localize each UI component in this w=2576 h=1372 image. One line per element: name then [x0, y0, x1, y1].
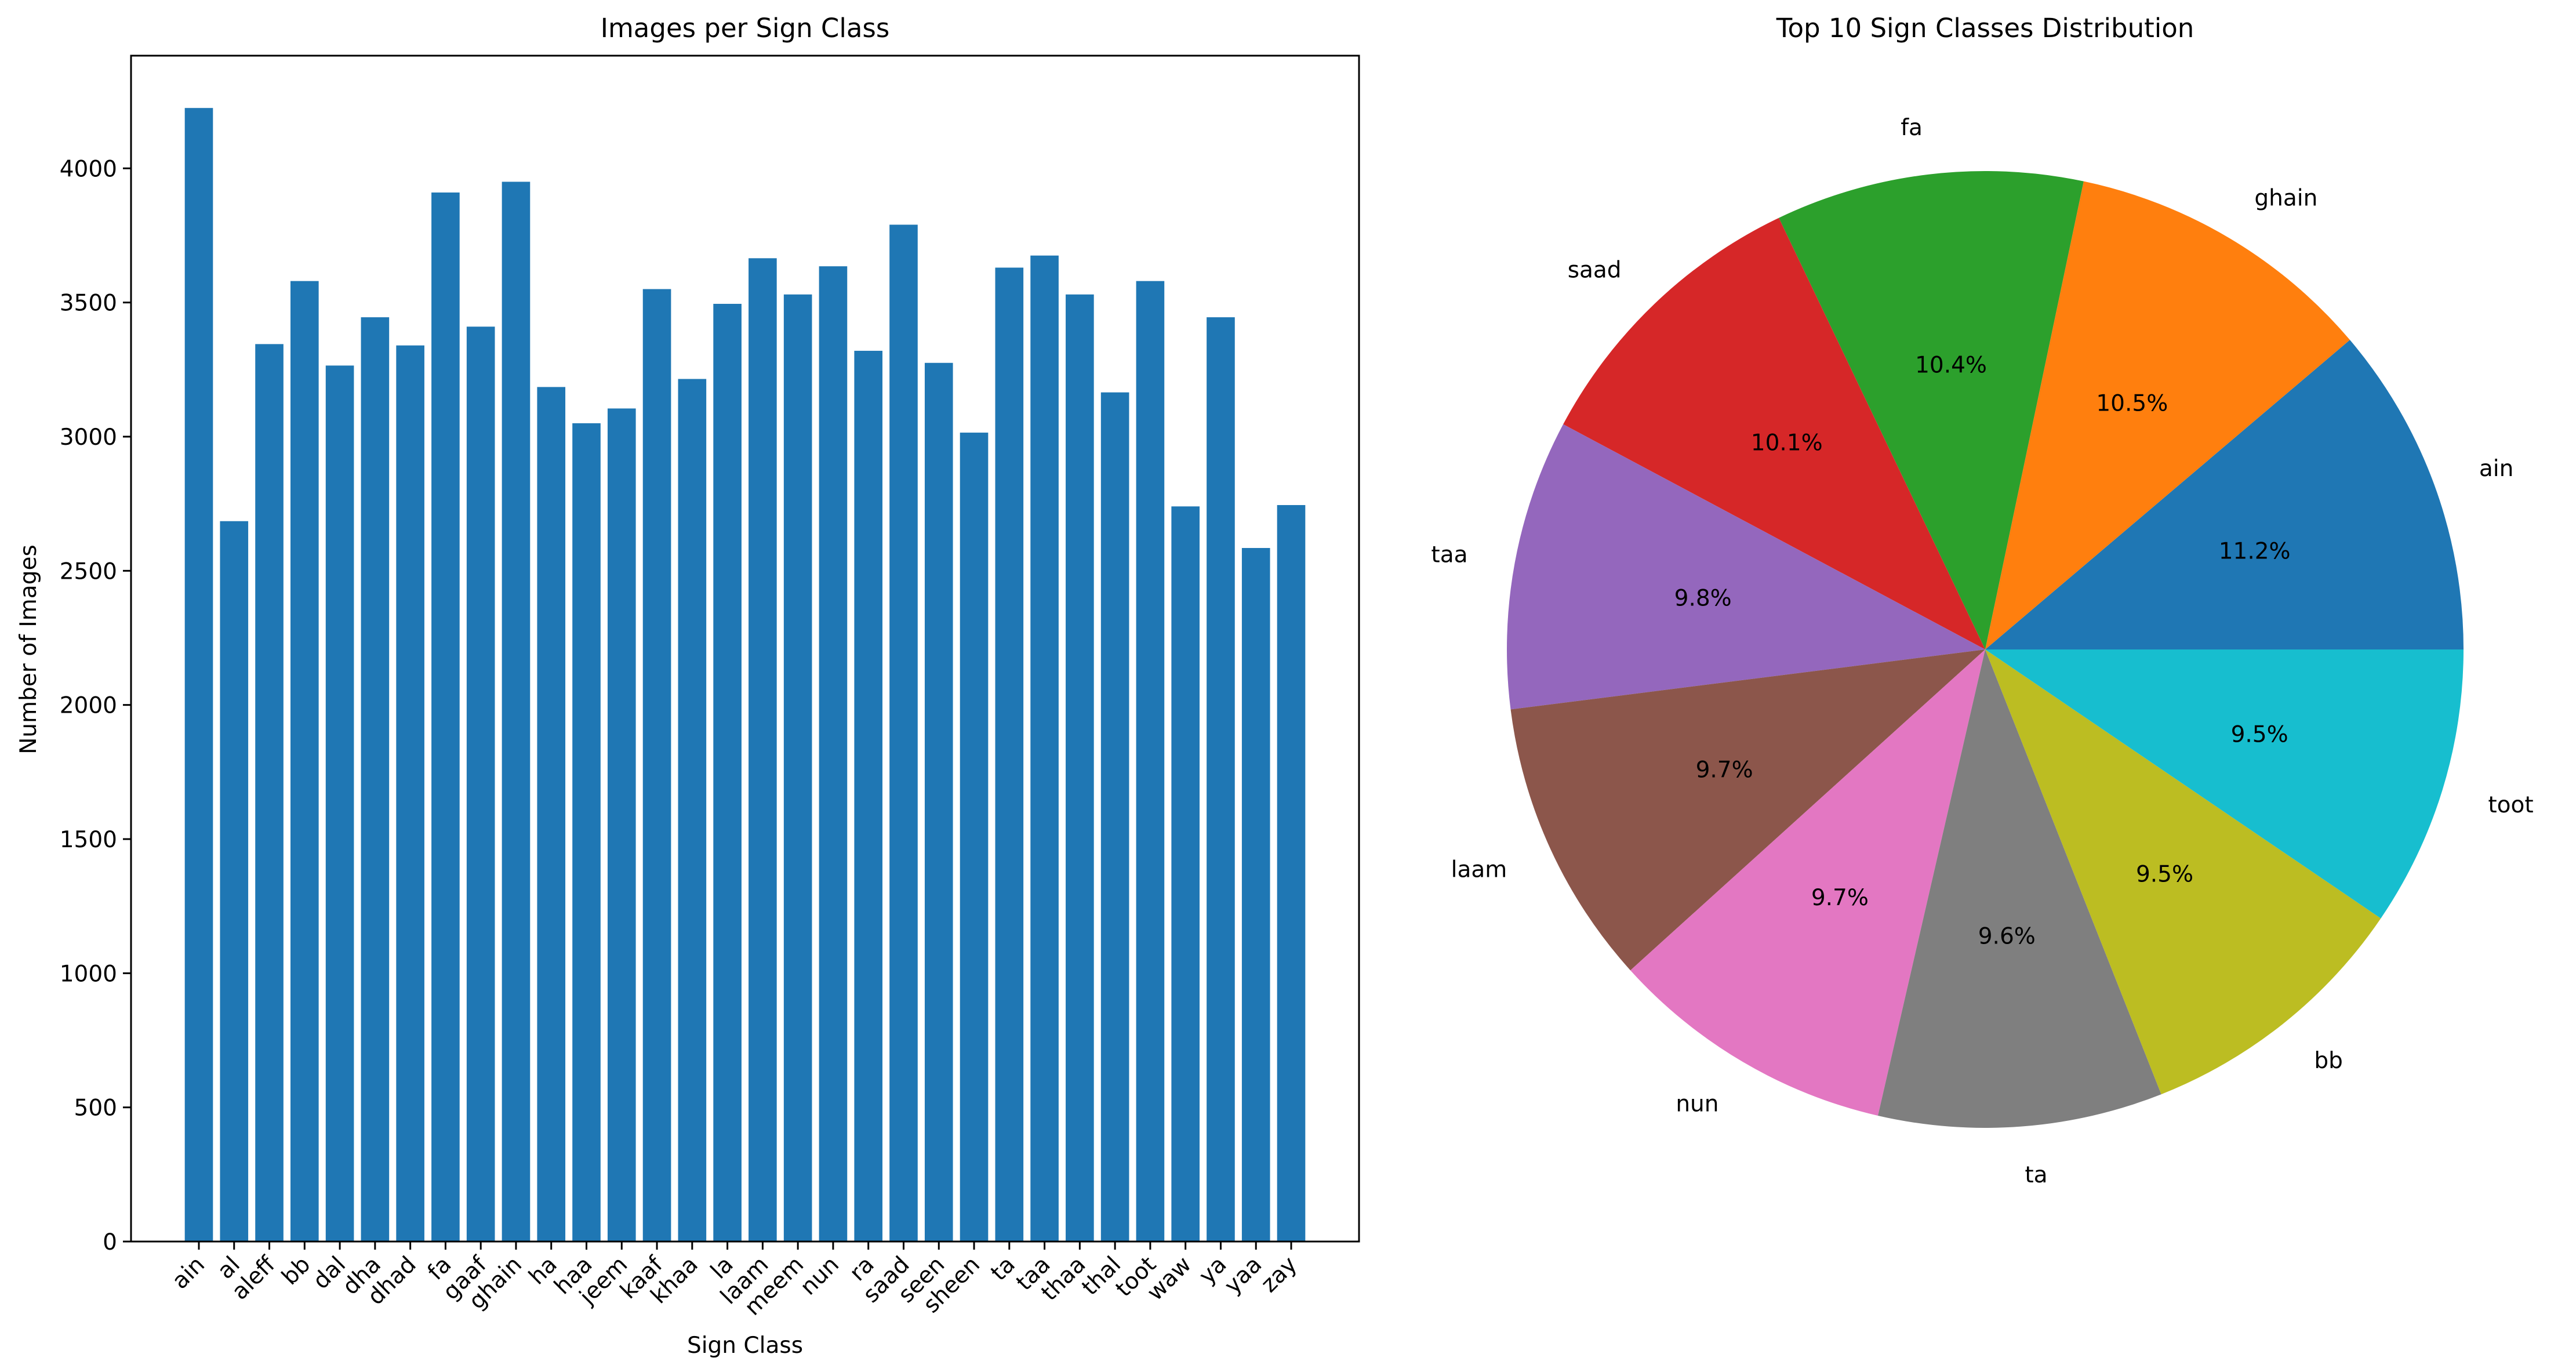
pie-percent-label: 9.6% — [1978, 924, 2036, 950]
pie-category-label: taa — [1431, 542, 1467, 568]
bar-y-tick-label: 1000 — [60, 961, 117, 987]
bar-y-axis-label: Number of Images — [16, 545, 42, 754]
pie-slice-ta — [1877, 649, 2161, 1128]
pie-category-label: ain — [2479, 456, 2513, 482]
bar-series — [184, 108, 1306, 1242]
bar-aleff — [255, 344, 284, 1242]
pie-category-label: bb — [2314, 1048, 2343, 1074]
bar-y-tick-label: 4000 — [60, 156, 117, 182]
pie-percent-label: 9.8% — [1674, 585, 1732, 611]
bar-bb — [290, 281, 319, 1242]
bar-ya — [1207, 317, 1235, 1242]
pie-slice-nun — [1630, 649, 1985, 1116]
pie-chart-title: Top 10 Sign Classes Distribution — [1776, 13, 2194, 43]
pie-slice-saad — [1563, 217, 1985, 649]
pie-percent-label: 9.7% — [1811, 885, 1869, 911]
pie-percent-label: 10.1% — [1751, 430, 1823, 456]
pie-slice-laam — [1510, 649, 1985, 971]
pie-labels: 11.2% ain 10.5% ghain 10.4% fa 10.1% saad 9.8% ta… — [1431, 115, 2533, 1188]
bar-meem — [783, 294, 812, 1242]
pie-percent-label: 9.7% — [1696, 757, 1753, 783]
bar-toot — [1136, 281, 1165, 1242]
pie-category-label: nun — [1676, 1091, 1718, 1117]
bar-ta — [995, 267, 1024, 1242]
bar-ra — [854, 350, 883, 1242]
bar-fa — [431, 192, 460, 1242]
bar-dhad — [396, 345, 424, 1242]
pie-slice-bb — [1985, 649, 2381, 1095]
bar-laam — [749, 258, 777, 1242]
bar-sheen — [960, 433, 989, 1242]
pie-slice-ain — [1985, 340, 2464, 649]
bar-y-tick-label: 3500 — [60, 291, 117, 317]
pie-category-label: fa — [1901, 115, 1923, 141]
bar-haa — [572, 423, 601, 1242]
bar-waw — [1171, 506, 1200, 1242]
bar-y-tick-label: 1500 — [60, 827, 117, 853]
bar-y-tick-label: 0 — [103, 1229, 117, 1255]
bar-gaaf — [466, 326, 495, 1242]
bar-x-axis-label: Sign Class — [687, 1333, 803, 1359]
bar-thal — [1100, 392, 1129, 1242]
bar-seen — [924, 362, 953, 1242]
pie-category-label: laam — [1451, 857, 1507, 883]
bar-dal — [325, 365, 354, 1242]
bar-kaaf — [642, 289, 671, 1242]
pie-slice-taa — [1507, 424, 1985, 710]
bar-zay — [1277, 504, 1306, 1242]
pie-series — [1507, 171, 2464, 1128]
bar-dha — [361, 317, 390, 1242]
pie-percent-label: 10.5% — [2096, 391, 2168, 417]
bar-y-tick-label: 500 — [74, 1095, 117, 1121]
pie-percent-label: 9.5% — [2136, 861, 2193, 887]
bar-chart-title: Images per Sign Class — [601, 13, 890, 43]
pie-slice-ghain — [1985, 181, 2350, 649]
bar-y-axis: 0 500 1000 1500 2000 2500 3000 3500 4000 — [60, 156, 131, 1255]
pie-percent-label: 10.4% — [1915, 353, 1987, 379]
pie-percent-label: 11.2% — [2219, 538, 2291, 564]
bar-plot-frame — [130, 55, 1360, 1243]
pie-slice-fa — [1779, 171, 2084, 649]
pie-category-label: ghain — [2254, 185, 2317, 211]
bar-y-tick-label: 3000 — [60, 424, 117, 451]
bar-y-tick-label: 2000 — [60, 693, 117, 719]
bar-jeem — [607, 408, 636, 1242]
bar-ha — [537, 387, 566, 1242]
bar-taa — [1030, 255, 1059, 1242]
pie-slice-toot — [1985, 649, 2464, 919]
bar-saad — [889, 224, 918, 1242]
pie-category-label: ta — [2025, 1162, 2047, 1188]
bar-al — [220, 521, 249, 1242]
bar-ghain — [502, 182, 531, 1242]
pie-category-label: toot — [2488, 792, 2533, 818]
pie-chart: Top 10 Sign Classes Distribution 11.2% ai… — [1431, 13, 2533, 1188]
pie-percent-label: 9.5% — [2231, 722, 2288, 748]
bar-y-tick-label: 2500 — [60, 558, 117, 585]
bar-khaa — [678, 379, 707, 1242]
bar-yaa — [1241, 547, 1270, 1242]
bar-thaa — [1066, 294, 1094, 1242]
bar-ain — [184, 108, 213, 1242]
pie-category-label: saad — [1568, 257, 1622, 283]
bar-nun — [819, 266, 848, 1242]
bar-la — [713, 303, 742, 1242]
